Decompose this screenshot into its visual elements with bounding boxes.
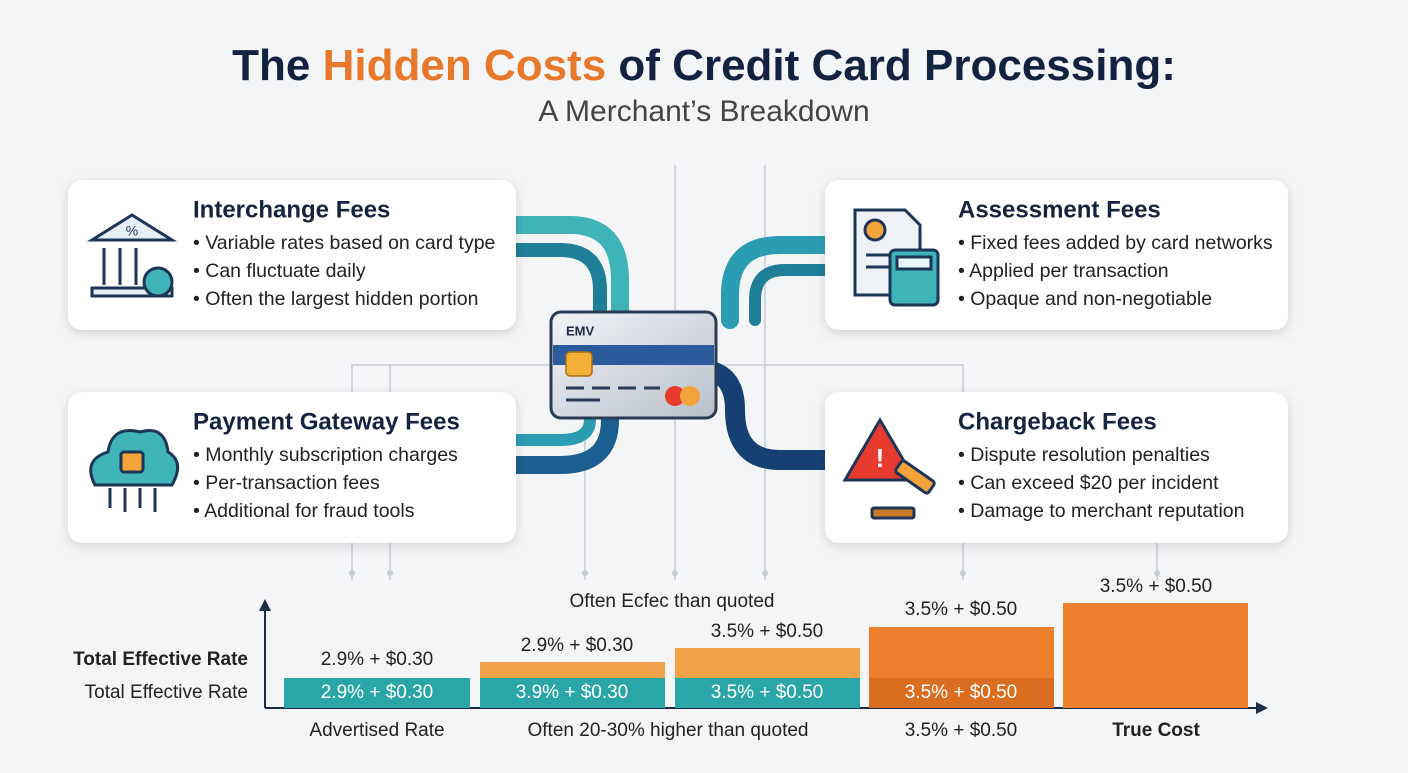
base-label: 3.5% + $0.50 <box>711 682 824 703</box>
bottom-label: 3.5% + $0.50 <box>905 720 1018 741</box>
note: Often Ecfec than quoted <box>570 591 775 612</box>
card: Payment Gateway Fees • Monthly subscript… <box>68 392 516 543</box>
row-label: Total Effective Rate <box>85 682 248 703</box>
title: The Hidden Costs of Credit Card Processi… <box>232 41 1176 90</box>
card-label: EMV <box>566 323 595 338</box>
bar-segment <box>869 678 1054 708</box>
title-rest: of Credit Card Processing: <box>618 41 1175 90</box>
top-label: 3.5% + $0.50 <box>905 599 1018 620</box>
bar-segment <box>675 648 860 678</box>
gavel-icon: ! <box>842 417 936 520</box>
bottom-label: True Cost <box>1112 720 1200 741</box>
bar-segment <box>284 678 470 708</box>
title-lead: The <box>232 41 310 90</box>
card-title: Assessment Fees <box>958 196 1161 223</box>
card-title: Chargeback Fees <box>958 408 1157 435</box>
top-label: 2.9% + $0.30 <box>321 649 434 670</box>
card-bullet: • Variable rates based on card type <box>193 232 495 254</box>
base-label: 2.9% + $0.30 <box>321 682 434 703</box>
top-label: 3.5% + $0.50 <box>711 621 824 642</box>
card-bullet: • Dispute resolution penalties <box>958 444 1210 466</box>
cloud-icon <box>89 429 180 512</box>
top-label: 2.9% + $0.30 <box>521 635 634 656</box>
base-label: 3.5% + $0.50 <box>905 682 1018 703</box>
bar-segment <box>1063 603 1248 708</box>
row-label: Total Effective Rate <box>73 649 248 670</box>
svg-text:!: ! <box>876 443 885 473</box>
card: ! Chargeback Fees • Dispute resolution p… <box>825 392 1288 543</box>
card-bullet: • Applied per transaction <box>958 260 1169 282</box>
guide-dots <box>349 570 1160 576</box>
rate-chart: Total Effective Rate Total Effective Rat… <box>73 576 1268 741</box>
card-title: Payment Gateway Fees <box>193 408 460 435</box>
card-bullet: • Additional for fraud tools <box>193 500 415 522</box>
card-bullet: • Can exceed $20 per incident <box>958 472 1219 494</box>
bottom-label: Advertised Rate <box>309 720 444 741</box>
bar-segment <box>480 678 665 708</box>
card-bullet: • Monthly subscription charges <box>193 444 458 466</box>
card-bullet: • Often the largest hidden portion <box>193 288 478 310</box>
credit-card: EMV <box>549 310 718 420</box>
card-bullet: • Damage to merchant reputation <box>958 500 1244 522</box>
svg-text:%: % <box>126 223 138 239</box>
title-highlight: Hidden Costs <box>323 41 607 90</box>
subtitle: A Merchant’s Breakdown <box>538 95 869 128</box>
card-bullet: • Can fluctuate daily <box>193 260 366 282</box>
bar-segment <box>675 678 860 708</box>
invoice-icon <box>853 208 940 307</box>
top-label: 3.5% + $0.50 <box>1100 576 1213 597</box>
connectors <box>491 216 850 474</box>
card-bullet: • Per-transaction fees <box>193 472 380 494</box>
base-label: 3.9% + $0.30 <box>516 682 629 703</box>
card-title: Interchange Fees <box>193 196 390 223</box>
bottom-label: Often 20-30% higher than quoted <box>528 720 809 741</box>
card: Assessment Fees • Fixed fees added by ca… <box>825 180 1288 330</box>
card: % Interchange Fees • Variable rates base… <box>68 180 516 330</box>
bar-segment <box>480 662 665 678</box>
card-bullet: • Fixed fees added by card networks <box>958 232 1273 254</box>
bank-icon: % <box>86 213 178 298</box>
card-bullet: • Opaque and non-negotiable <box>958 288 1212 310</box>
